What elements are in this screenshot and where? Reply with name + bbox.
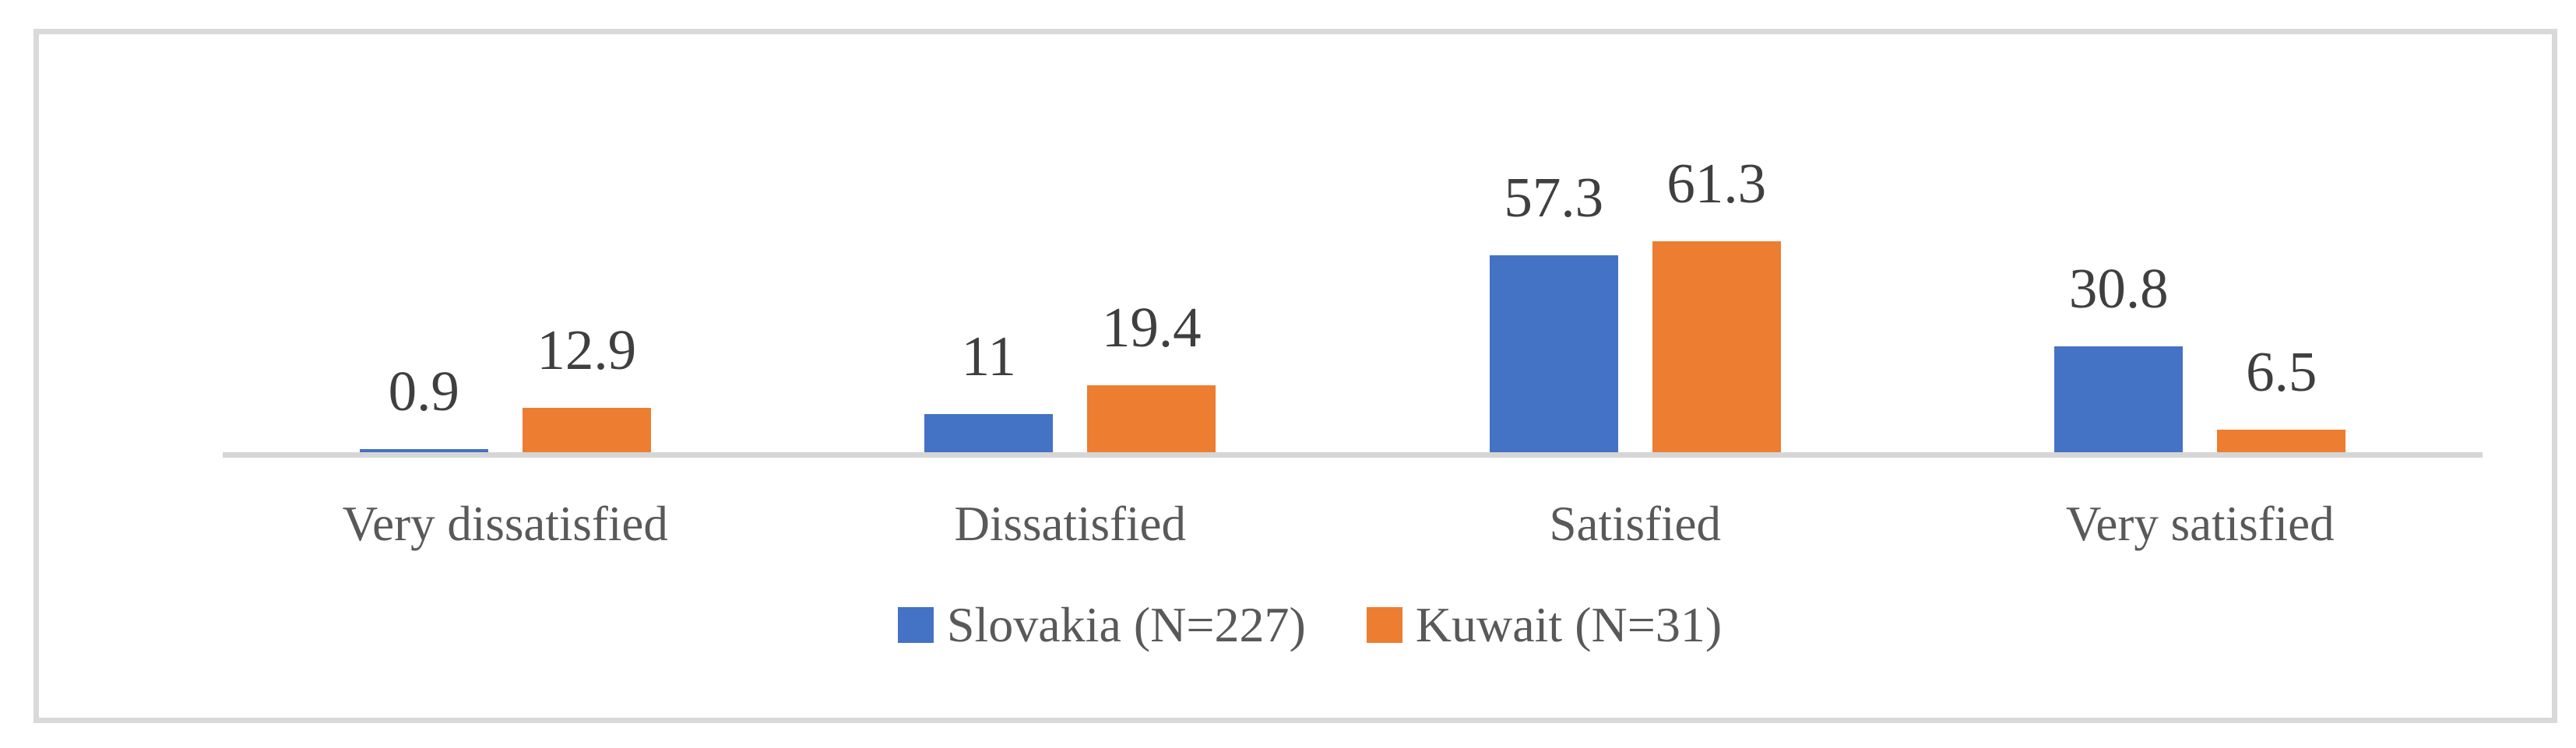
- legend-item-kuwait: Kuwait (N=31): [1366, 597, 1723, 652]
- chart-border-frame: [33, 29, 2557, 723]
- bar-slovakia-very-dissatisfied: 0.9: [359, 363, 488, 452]
- bar-kuwait-dissatisfied: 19.4: [1087, 299, 1216, 452]
- category-label-very-dissatisfied: Very dissatisfied: [342, 497, 668, 551]
- legend: Slovakia (N=227) Kuwait (N=31): [22, 597, 2576, 652]
- legend-swatch-slovakia: [897, 607, 934, 644]
- bar-group-dissatisfied: 11 19.4: [788, 0, 1353, 452]
- category-label-dissatisfied: Dissatisfied: [954, 497, 1186, 551]
- bar-kuwait-very-satisfied: 6.5: [2217, 343, 2346, 452]
- bar-slovakia-satisfied: 57.3: [1489, 169, 1618, 452]
- x-axis-line: [223, 452, 2483, 458]
- category-label-satisfied: Satisfied: [1549, 497, 1721, 551]
- bar-kuwait-very-dissatisfied: 12.9: [522, 321, 651, 452]
- data-label-kuwait-satisfied: 61.3: [1666, 152, 1767, 216]
- category-label-very-satisfied: Very satisfied: [2065, 497, 2335, 551]
- plot-area: 0.9 12.9 11 19.4 57.3 61.3 30.8 6.5: [223, 0, 2483, 452]
- data-label-kuwait-very-dissatisfied: 12.9: [537, 318, 637, 381]
- bar-slovakia-dissatisfied: 11: [924, 328, 1054, 452]
- data-label-kuwait-very-satisfied: 6.5: [2246, 340, 2317, 404]
- legend-swatch-kuwait: [1366, 607, 1402, 644]
- bar-group-very-dissatisfied: 0.9 12.9: [223, 0, 788, 452]
- legend-item-slovakia: Slovakia (N=227): [897, 597, 1306, 652]
- data-label-slovakia-very-dissatisfied: 0.9: [388, 360, 459, 423]
- legend-label-slovakia: Slovakia (N=227): [946, 597, 1306, 652]
- bar-kuwait-satisfied: 61.3: [1652, 155, 1781, 452]
- data-label-slovakia-dissatisfied: 11: [961, 325, 1016, 388]
- bar-group-very-satisfied: 30.8 6.5: [1918, 0, 2483, 452]
- bar-group-satisfied: 57.3 61.3: [1353, 0, 1918, 452]
- data-label-slovakia-very-satisfied: 30.8: [2068, 256, 2169, 320]
- bar-slovakia-very-satisfied: 30.8: [2054, 260, 2184, 452]
- legend-label-kuwait: Kuwait (N=31): [1415, 597, 1723, 652]
- data-label-slovakia-satisfied: 57.3: [1504, 165, 1604, 229]
- data-label-kuwait-dissatisfied: 19.4: [1101, 296, 1202, 360]
